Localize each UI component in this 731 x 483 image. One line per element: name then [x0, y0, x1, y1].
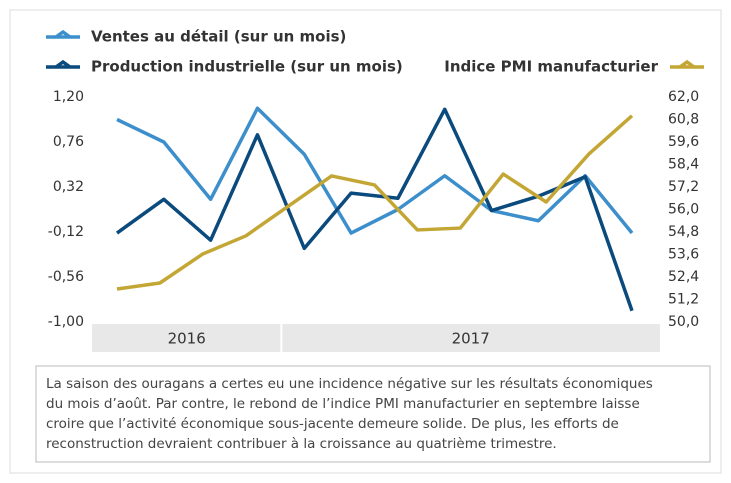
series-line — [116, 106, 634, 235]
series-line — [116, 114, 634, 291]
y2-tick-label: 53,6 — [668, 247, 699, 263]
y2-tick-label: 51,2 — [668, 292, 699, 308]
legend-label: Production industrielle (sur un mois) — [91, 58, 403, 76]
note-box — [35, 365, 711, 463]
y-tick-label: 1,20 — [53, 89, 84, 105]
y2-tick-label: 62,0 — [668, 89, 699, 105]
legend-icon — [54, 29, 72, 39]
x-group-label: 2017 — [452, 330, 490, 348]
y-tick-label: -0,12 — [48, 224, 84, 240]
note-line: du mois d’août. Par contre, le rebond de… — [46, 396, 640, 412]
y-tick-label: -0,56 — [48, 269, 84, 285]
y2-tick-label: 57,2 — [668, 179, 699, 195]
legend-icon — [54, 59, 72, 69]
y2-tick-label: 59,6 — [668, 134, 699, 150]
x-group-label: 2016 — [168, 330, 206, 348]
y2-tick-label: 50,0 — [668, 314, 699, 330]
series-line — [115, 107, 634, 312]
legend-label: Ventes au détail (sur un mois) — [91, 28, 346, 46]
y-tick-label: 0,76 — [53, 134, 84, 150]
note-line: croire que l’activité économique sous-ja… — [46, 416, 619, 432]
note-line: La saison des ouragans a certes eu une i… — [46, 376, 653, 392]
x-band — [92, 324, 660, 352]
legend-label: Indice PMI manufacturier — [444, 58, 658, 76]
y2-tick-label: 60,8 — [668, 112, 699, 128]
y2-tick-label: 54,8 — [668, 224, 699, 240]
y2-tick-label: 56,0 — [668, 202, 699, 218]
y-tick-label: -1,00 — [48, 314, 84, 330]
legend-icon — [678, 59, 696, 69]
y-tick-label: 0,32 — [53, 179, 84, 195]
y2-tick-label: 58,4 — [668, 157, 699, 173]
y2-tick-label: 52,4 — [668, 269, 699, 285]
note-line: reconstruction devraient contribuer à la… — [46, 436, 557, 452]
